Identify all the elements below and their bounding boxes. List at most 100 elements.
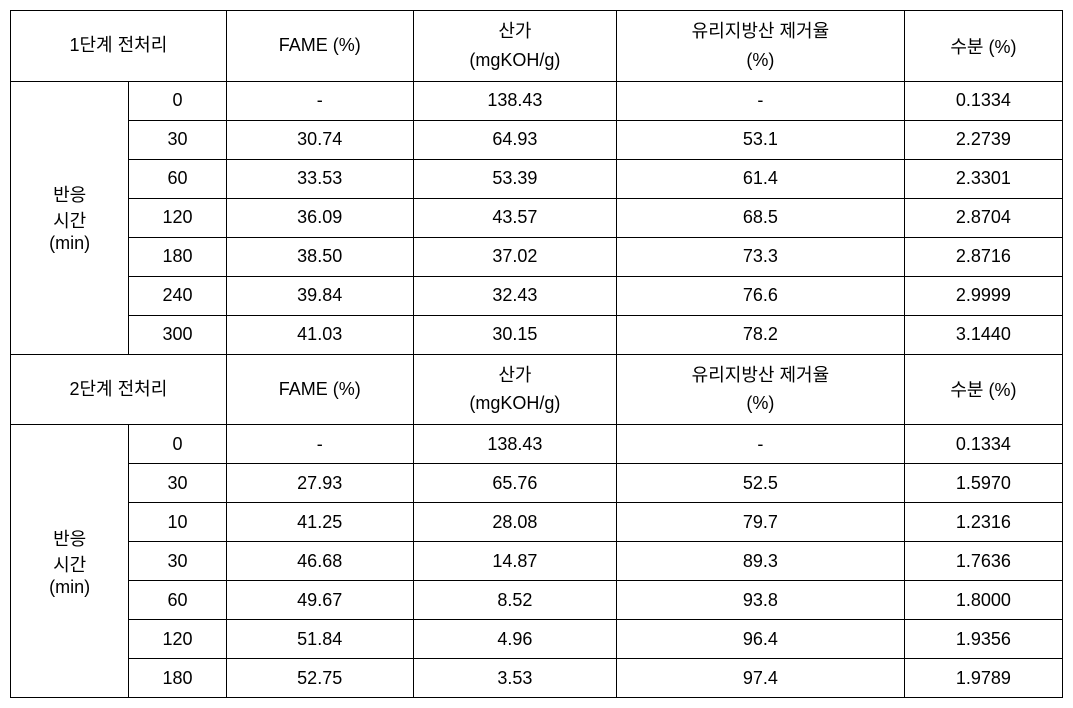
cell-acid: 43.57 (413, 198, 616, 237)
cell-acid: 138.43 (413, 425, 616, 464)
cell-removal: 68.5 (617, 198, 905, 237)
table-row: 60 49.67 8.52 93.8 1.8000 (11, 581, 1063, 620)
cell-moisture: 0.1334 (904, 425, 1062, 464)
cell-moisture: 1.9789 (904, 659, 1062, 698)
table-row: 120 36.09 43.57 68.5 2.8704 (11, 198, 1063, 237)
table-row: 30 46.68 14.87 89.3 1.7636 (11, 542, 1063, 581)
table-row: 180 52.75 3.53 97.4 1.9789 (11, 659, 1063, 698)
data-table: 1단계 전처리 FAME (%) 산가 (mgKOH/g) 유리지방산 제거율 … (10, 10, 1063, 698)
cell-time: 60 (129, 159, 226, 198)
header-removal-2-line2: (%) (746, 393, 774, 413)
cell-fame: 36.09 (226, 198, 413, 237)
cell-removal: 61.4 (617, 159, 905, 198)
cell-time: 180 (129, 659, 226, 698)
header-moisture-2: 수분 (%) (904, 354, 1062, 425)
cell-fame: 46.68 (226, 542, 413, 581)
cell-moisture: 2.2739 (904, 120, 1062, 159)
cell-removal: 93.8 (617, 581, 905, 620)
cell-time: 120 (129, 198, 226, 237)
cell-acid: 138.43 (413, 81, 616, 120)
cell-acid: 30.15 (413, 315, 616, 354)
cell-removal: 79.7 (617, 503, 905, 542)
cell-removal: 89.3 (617, 542, 905, 581)
cell-fame: 41.25 (226, 503, 413, 542)
cell-fame: 38.50 (226, 237, 413, 276)
cell-moisture: 2.3301 (904, 159, 1062, 198)
cell-fame: - (226, 81, 413, 120)
cell-acid: 32.43 (413, 276, 616, 315)
table-row: 240 39.84 32.43 76.6 2.9999 (11, 276, 1063, 315)
header-removal-1-line2: (%) (746, 50, 774, 70)
table-row: 10 41.25 28.08 79.7 1.2316 (11, 503, 1063, 542)
cell-removal: 76.6 (617, 276, 905, 315)
table-row: 30 30.74 64.93 53.1 2.2739 (11, 120, 1063, 159)
cell-time: 30 (129, 120, 226, 159)
cell-acid: 14.87 (413, 542, 616, 581)
cell-moisture: 1.9356 (904, 620, 1062, 659)
cell-removal: 52.5 (617, 464, 905, 503)
cell-acid: 64.93 (413, 120, 616, 159)
cell-fame: 41.03 (226, 315, 413, 354)
cell-removal: 96.4 (617, 620, 905, 659)
cell-moisture: 0.1334 (904, 81, 1062, 120)
section2-title: 2단계 전처리 (11, 354, 227, 425)
header-acid-1-line1: 산가 (498, 21, 531, 41)
cell-removal: - (617, 425, 905, 464)
cell-time: 0 (129, 81, 226, 120)
header-fame-2: FAME (%) (226, 354, 413, 425)
cell-time: 10 (129, 503, 226, 542)
cell-time: 240 (129, 276, 226, 315)
cell-acid: 28.08 (413, 503, 616, 542)
cell-removal: 73.3 (617, 237, 905, 276)
cell-fame: 30.74 (226, 120, 413, 159)
cell-moisture: 2.8704 (904, 198, 1062, 237)
cell-removal: - (617, 81, 905, 120)
cell-time: 60 (129, 581, 226, 620)
cell-removal: 53.1 (617, 120, 905, 159)
cell-acid: 3.53 (413, 659, 616, 698)
header-acid-1: 산가 (mgKOH/g) (413, 11, 616, 82)
cell-time: 0 (129, 425, 226, 464)
cell-acid: 65.76 (413, 464, 616, 503)
cell-fame: - (226, 425, 413, 464)
header-acid-2-line1: 산가 (498, 365, 531, 385)
cell-moisture: 2.9999 (904, 276, 1062, 315)
header-acid-2: 산가 (mgKOH/g) (413, 354, 616, 425)
cell-time: 300 (129, 315, 226, 354)
cell-moisture: 1.5970 (904, 464, 1062, 503)
table-row: 300 41.03 30.15 78.2 3.1440 (11, 315, 1063, 354)
header-acid-1-line2: (mgKOH/g) (469, 50, 560, 70)
header-removal-2-line1: 유리지방산 제거율 (692, 365, 829, 385)
cell-acid: 8.52 (413, 581, 616, 620)
row-label-2: 반응시간(min) (11, 425, 129, 698)
cell-fame: 49.67 (226, 581, 413, 620)
cell-fame: 51.84 (226, 620, 413, 659)
cell-time: 30 (129, 542, 226, 581)
cell-fame: 39.84 (226, 276, 413, 315)
cell-time: 30 (129, 464, 226, 503)
cell-acid: 37.02 (413, 237, 616, 276)
cell-moisture: 3.1440 (904, 315, 1062, 354)
header-removal-1-line1: 유리지방산 제거율 (692, 21, 829, 41)
cell-time: 120 (129, 620, 226, 659)
cell-acid: 53.39 (413, 159, 616, 198)
table-row: 60 33.53 53.39 61.4 2.3301 (11, 159, 1063, 198)
cell-removal: 78.2 (617, 315, 905, 354)
cell-moisture: 1.7636 (904, 542, 1062, 581)
header-removal-1: 유리지방산 제거율 (%) (617, 11, 905, 82)
table-row: 120 51.84 4.96 96.4 1.9356 (11, 620, 1063, 659)
table-row: 반응시간(min) 0 - 138.43 - 0.1334 (11, 81, 1063, 120)
section1-title: 1단계 전처리 (11, 11, 227, 82)
cell-removal: 97.4 (617, 659, 905, 698)
row-label-1: 반응시간(min) (11, 81, 129, 354)
table-row: 30 27.93 65.76 52.5 1.5970 (11, 464, 1063, 503)
cell-fame: 33.53 (226, 159, 413, 198)
cell-moisture: 1.8000 (904, 581, 1062, 620)
cell-acid: 4.96 (413, 620, 616, 659)
cell-fame: 27.93 (226, 464, 413, 503)
cell-fame: 52.75 (226, 659, 413, 698)
cell-moisture: 2.8716 (904, 237, 1062, 276)
header-removal-2: 유리지방산 제거율 (%) (617, 354, 905, 425)
header-fame-1: FAME (%) (226, 11, 413, 82)
cell-moisture: 1.2316 (904, 503, 1062, 542)
